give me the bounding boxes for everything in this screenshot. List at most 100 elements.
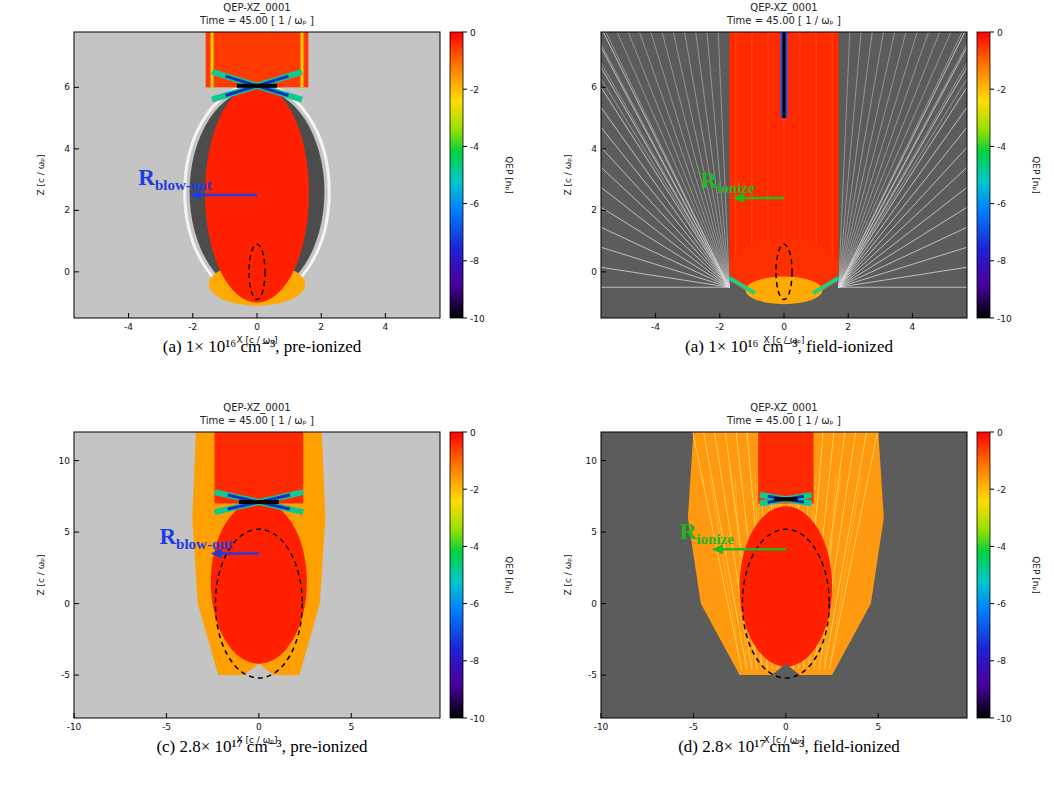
x-tick-label: -10 [594, 722, 609, 732]
y-tick [74, 675, 79, 676]
panel-subtitle: Time = 45.00 [ 1 / ωₚ ] [726, 15, 841, 26]
ionization-ray [839, 287, 967, 288]
colorbar-tick [463, 203, 467, 204]
ionization-ray [628, 32, 729, 287]
y-tick-label: 4 [591, 144, 597, 154]
y-tick [74, 460, 79, 461]
colorbar-tick-label: 0 [470, 28, 476, 38]
colorbar-tick-label: -6 [997, 599, 1006, 609]
ionization-ray [617, 32, 729, 287]
colorbar-tick-label: 0 [997, 428, 1003, 438]
colorbar-tick-label: -8 [470, 256, 479, 266]
panel-caption: (a) 1× 10¹⁶ cm⁻³, pre-ionized [163, 337, 362, 356]
annotation-arrow [721, 548, 786, 551]
x-tick-label: -10 [67, 722, 82, 732]
plot-frame [74, 432, 440, 718]
colorbar-tick-label: -4 [470, 142, 479, 152]
sheath-cross [226, 76, 289, 95]
ionization-ray [601, 167, 729, 287]
ionization-ray [601, 287, 729, 288]
sheath-edge [729, 278, 755, 293]
colorbar-tick [463, 603, 467, 604]
y-tick [601, 148, 606, 149]
colorbar-tick [990, 489, 994, 490]
colorbar-title: QEP [nₚ] [504, 156, 514, 194]
ionization-ray [640, 32, 730, 287]
sheath-cross [214, 492, 303, 512]
y-tick-label: 5 [591, 527, 597, 537]
y-tick-label: 0 [591, 599, 597, 609]
y-tick [74, 148, 79, 149]
y-tick [74, 87, 79, 88]
annotation-arrow [220, 552, 259, 555]
colorbar-title: QEP [nₚ] [1031, 156, 1041, 194]
panel: QEP-XZ_0001Time = 45.00 [ 1 / ωₚ ]-4-202… [36, 2, 514, 356]
ionization-ray [601, 87, 729, 287]
column-filament [800, 32, 801, 266]
neutral-background [601, 432, 967, 718]
y-tick-label: -5 [61, 670, 70, 680]
x-tick-label: 0 [254, 322, 260, 332]
x-tick-label: 5 [875, 722, 881, 732]
annotation-main: R [138, 165, 155, 190]
y-tick [74, 271, 79, 272]
colorbar [977, 432, 990, 718]
ionization-ray [839, 47, 967, 287]
annotation-subscript: ionize [696, 531, 734, 547]
x-tick [719, 313, 720, 318]
ionization-ray [839, 187, 967, 287]
x-tick [166, 713, 167, 718]
ionization-ray [839, 32, 940, 287]
panel-subtitle: Time = 45.00 [ 1 / ωₚ ] [726, 415, 841, 426]
colorbar-tick-label: -8 [470, 656, 479, 666]
x-tick-label: -2 [188, 322, 197, 332]
colorbar-tick-label: -10 [470, 714, 485, 724]
ionization-ray [601, 32, 729, 287]
y-tick-label: 0 [591, 267, 597, 277]
ionization-ray [662, 32, 729, 287]
colorbar-tick [463, 146, 467, 147]
beam-outline [776, 244, 792, 299]
heatmap [601, 32, 967, 318]
y-tick [601, 532, 606, 533]
colorbar-tick-label: 0 [470, 428, 476, 438]
colorbar [450, 432, 463, 718]
x-tick-label: -2 [715, 322, 724, 332]
y-tick [601, 460, 606, 461]
colorbar-tick-label: -6 [470, 599, 479, 609]
sheath-cross [214, 492, 303, 512]
annotation-label: Rionize [680, 519, 734, 547]
x-tick-label: 2 [845, 322, 851, 332]
colorbar-tick [990, 146, 994, 147]
annotation-subscript: blow-out [176, 536, 233, 552]
colorbar-tick-label: -6 [997, 199, 1006, 209]
sheath-cross [226, 76, 289, 95]
y-tick-label: -5 [588, 670, 597, 680]
ionization-ray [718, 32, 729, 287]
column-filament [735, 32, 736, 266]
heatmap [601, 432, 967, 718]
annotation-subscript: blow-out [155, 177, 212, 193]
y-tick-label: 0 [64, 267, 70, 277]
annotation-label: Rblow-out [159, 524, 232, 552]
ionization-ray [839, 107, 967, 287]
x-tick [257, 313, 258, 318]
beam-core [740, 506, 832, 666]
x-tick-label: 4 [383, 322, 389, 332]
panel: QEP-XZ_0001Time = 45.00 [ 1 / ωₚ ]-10-50… [563, 402, 1041, 756]
column-edge [300, 32, 303, 87]
ionization-ray [839, 32, 850, 287]
colorbar-tick-label: -10 [997, 714, 1012, 724]
y-axis-title: Z [c / ωₚ] [36, 154, 46, 195]
colorbar-tick-label: -4 [997, 542, 1006, 552]
colorbar-tick-label: -4 [470, 542, 479, 552]
annotation-subscript: ionize [717, 180, 755, 196]
trailing-column [206, 32, 309, 87]
y-tick-label: 6 [591, 82, 597, 92]
colorbar-title: QEP [nₚ] [1031, 556, 1041, 594]
colorbar-tick [990, 432, 994, 433]
y-tick-label: 10 [586, 456, 598, 466]
colorbar-tick [990, 32, 994, 33]
ionization-ray [839, 32, 906, 287]
panel-subtitle: Time = 45.00 [ 1 / ωₚ ] [199, 415, 314, 426]
